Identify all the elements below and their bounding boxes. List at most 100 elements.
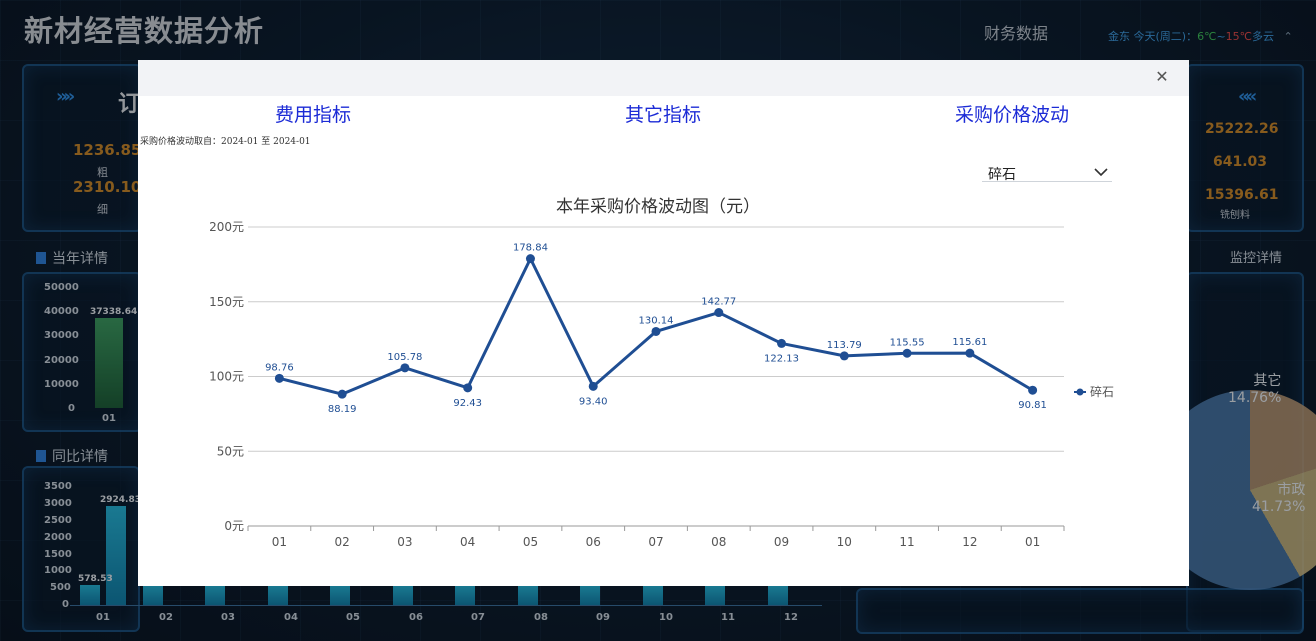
axis-tick: 08 [534,612,548,623]
y-tick-label: 150元 [209,295,244,309]
stat-value: 15396.61 [1205,187,1279,203]
x-tick-label: 06 [586,535,601,549]
year-bar-label: 37338.64 [90,307,138,317]
axis-tick: 07 [471,612,485,623]
year-bar[interactable] [95,318,123,408]
data-point[interactable] [588,381,598,391]
axis-tick: 05 [346,612,360,623]
data-label: 92.43 [453,398,482,409]
axis-tick: 0 [62,599,69,610]
tab-other-indicators[interactable]: 其它指标 [625,104,702,126]
data-point[interactable] [965,348,975,358]
data-point[interactable] [463,383,473,393]
legend-marker[interactable] [1076,388,1084,396]
finance-data-link[interactable]: 财务数据 [984,24,1049,43]
section-monitor-title: 监控详情 [1230,251,1283,266]
axis-tick: 40000 [44,306,79,317]
data-label: 105.78 [387,352,422,363]
data-point[interactable] [525,254,535,264]
material-select-value: 碎石 [988,167,1016,183]
axis-tick: 01 [96,612,110,623]
pie-label-pct: 41.73% [1252,499,1306,515]
data-point[interactable] [839,351,849,361]
x-tick-label: 08 [711,535,726,549]
data-point[interactable] [274,373,284,383]
yoy-bar[interactable] [330,586,350,605]
yoy-bar-label: 578.53 [78,574,113,584]
weather-expand-icon[interactable]: ⌃ [1283,30,1293,43]
y-tick-label: 100元 [209,370,244,384]
axis-tick: 500 [50,582,71,593]
pie-label-name: 市政 [1277,482,1306,498]
axis-tick: 10000 [44,379,79,390]
yoy-bar[interactable] [643,586,663,605]
data-label: 90.81 [1018,400,1047,411]
pie-label-municipal: 市政 41.73% [1252,479,1305,515]
data-point[interactable] [902,348,912,358]
chevron-left-icon: «« [1238,86,1257,107]
stat-value: 1236.85 [73,141,142,159]
weather-sep: ~ [1216,30,1226,43]
tab-expense-indicators[interactable]: 费用指标 [275,104,352,126]
weather-low: 6℃ [1197,30,1217,43]
data-point[interactable] [651,326,661,336]
material-select[interactable]: 碎石 [982,164,1112,183]
bottom-right-panel [856,588,1304,634]
data-point[interactable] [400,363,410,373]
yoy-bar[interactable] [518,586,538,605]
yoy-bar[interactable] [268,586,288,605]
data-label: 115.55 [890,337,925,348]
section-year-title: 当年详情 [52,251,108,267]
x-tick-label: 07 [648,535,663,549]
chevron-down-icon [1094,168,1108,177]
yoy-bar[interactable] [705,586,725,605]
axis-tick: 12 [784,612,798,623]
yoy-bar[interactable] [205,586,225,605]
axis-tick: 2500 [44,515,72,526]
data-point[interactable] [1028,385,1038,395]
weather-day: 今天(周二)： [1133,30,1198,43]
yoy-bar[interactable] [768,586,788,605]
legend-label[interactable]: 碎石 [1090,384,1114,399]
close-icon[interactable]: ✕ [1155,67,1169,86]
yoy-bar[interactable] [580,586,600,605]
data-label: 122.13 [764,353,799,364]
yoy-bar[interactable] [143,586,163,605]
x-tick-label: 02 [335,535,350,549]
axis-tick: 10 [659,612,673,623]
order-panel-title: 订 [118,92,141,117]
data-point[interactable] [714,308,724,318]
axis-tick: 1000 [44,565,72,576]
axis-tick: 3000 [44,498,72,509]
weather-high: 15℃ [1225,30,1253,43]
chart-series: 98.76 88.19 105.78 92.43 178.84 93.40 130.14 14… [265,243,1047,416]
axis-tick: 04 [284,612,298,623]
x-tick-label: 04 [460,535,475,549]
yoy-bar[interactable] [80,585,100,605]
tab-purchase-price-fluctuation[interactable]: 采购价格波动 [955,104,1070,126]
stat-label: 细 [97,203,108,216]
axis-tick: 1500 [44,549,72,560]
data-label: 130.14 [639,315,674,326]
yoy-bar[interactable] [455,586,475,605]
date-range-note: 采购价格波动取自：2024-01 至 2024-01 [140,137,311,147]
yoy-bar[interactable] [393,586,413,605]
chart-x-axis: 01 02 03 04 05 06 07 08 09 10 11 12 01 [247,526,1065,549]
x-tick-label: 03 [397,535,412,549]
pie-label-name: 其它 [1253,373,1282,389]
axis-tick: 01 [102,413,116,424]
chart-legend[interactable]: 碎石 [1074,384,1114,399]
axis-tick: 50000 [44,282,79,293]
x-tick-label: 10 [837,535,852,549]
data-label: 88.19 [328,404,357,415]
data-label: 142.77 [701,297,736,308]
stat-label: 铣刨料 [1220,210,1250,221]
axis-tick: 11 [721,612,735,623]
data-point[interactable] [337,389,347,399]
x-tick-label: 11 [899,535,914,549]
y-tick-label: 200元 [209,220,244,234]
axis-tick: 2000 [44,532,72,543]
data-point[interactable] [777,338,787,348]
yoy-bar[interactable] [106,506,126,605]
